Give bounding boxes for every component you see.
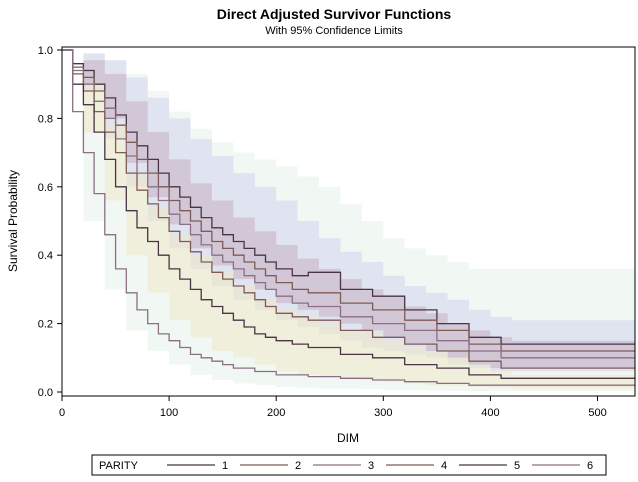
y-tick-label-1: 0.2 [38,319,53,331]
survival-curve-parity-4 [62,49,635,369]
survival-curves [62,49,635,386]
legend-label-2: 2 [295,460,301,472]
y-axis: 0.0 0.2 0.4 0.6 0.8 1.0 [38,45,62,399]
y-tick-label-5: 1.0 [38,45,53,57]
confidence-bands [62,50,635,392]
confidence-band-3 [62,50,635,369]
legend-label-3: 3 [368,460,374,472]
x-tick-label-500: 500 [588,407,606,419]
x-tick-label-300: 300 [374,407,392,419]
legend-label-1: 1 [222,460,228,472]
plot-frame [61,46,636,397]
x-axis: 0 100 200 300 400 500 [59,396,607,419]
x-axis-label: DIM [337,431,359,445]
x-tick-label-100: 100 [160,407,178,419]
survival-curve-parity-2 [62,49,635,352]
legend-title: PARITY [99,460,139,472]
survival-curve-parity-5 [62,49,635,379]
legend-label-6: 6 [587,460,593,472]
y-tick-label-0: 0.0 [38,387,53,399]
chart-subtitle: With 95% Confidence Limits [265,25,403,37]
survival-curve-parity-6 [62,49,635,386]
legend-label-5: 5 [514,460,520,472]
y-axis-label: Survival Probability [6,170,20,272]
survival-curve-parity-1 [62,49,635,345]
y-tick-label-2: 0.4 [38,250,53,262]
survival-curve-parity-3 [62,49,635,359]
y-tick-label-4: 0.8 [38,113,53,125]
y-tick-label-3: 0.6 [38,182,53,194]
legend-label-4: 4 [441,460,447,472]
x-tick-label-0: 0 [59,407,65,419]
confidence-band-4 [62,50,635,389]
x-tick-label-200: 200 [267,407,285,419]
legend: PARITY 1 2 3 4 5 6 [91,454,607,476]
x-tick-label-400: 400 [481,407,499,419]
chart-title: Direct Adjusted Survivor Functions [217,6,452,22]
